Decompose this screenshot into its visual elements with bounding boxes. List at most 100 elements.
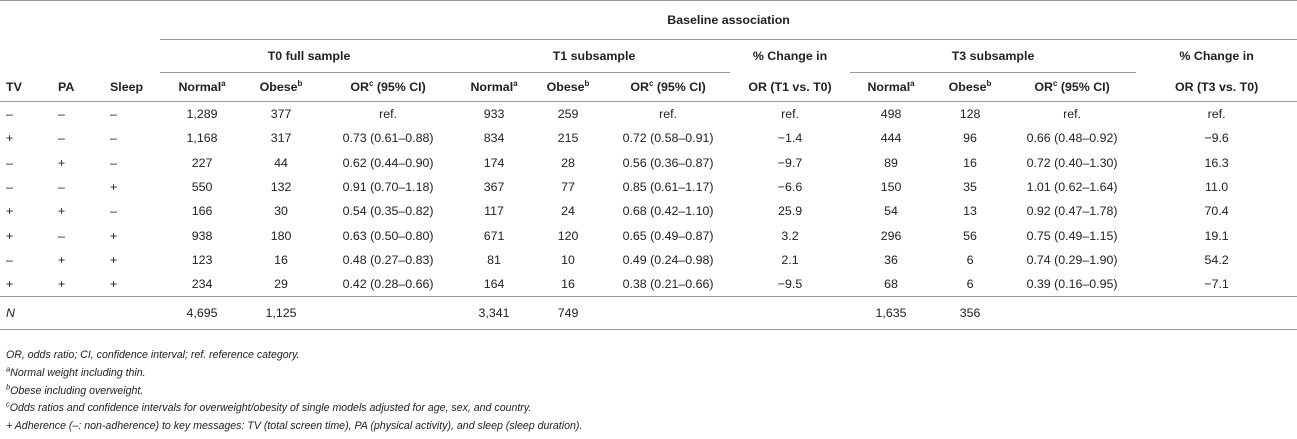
cell-t0-or: 0.42 (0.28–0.66): [342, 277, 434, 292]
cell-sleep: –: [110, 155, 117, 170]
cell-t3-normal: 68: [884, 277, 898, 292]
cell-t1-normal: 933: [483, 107, 505, 122]
cell-t0-obese: 30: [274, 204, 288, 219]
cell-t3-normal: 36: [884, 252, 898, 267]
group-pc3: % Change in: [1179, 49, 1254, 64]
table-body: – – – 1,289 377 ref. 933 259 ref. ref. 498 128 ref. r…: [0, 102, 1297, 331]
col-t0-or: ORc (95% CI): [318, 72, 459, 102]
totals-t0-obese: 1,125: [244, 296, 319, 331]
group-t1: T1 subsample: [458, 39, 731, 73]
table-row: + + +234 29 0.42 (0.28–0.66) 164 16 0.38 (0.21–…: [0, 272, 1297, 297]
cell-t1-obese: 259: [557, 107, 579, 122]
cell-t1-or: 0.85 (0.61–1.17): [622, 180, 714, 195]
col-tv: TV: [0, 72, 52, 102]
cell-t3-obese: 13: [963, 204, 977, 219]
cell-pc1: −6.6: [777, 180, 803, 195]
cell-tv: +: [6, 277, 14, 292]
cell-sleep: –: [110, 204, 117, 219]
cell-t0-or: 0.63 (0.50–0.80): [342, 228, 434, 243]
cell-sleep: +: [110, 180, 118, 195]
cell-t1-or: 0.65 (0.49–0.87): [622, 228, 714, 243]
table-row: + – +938 180 0.63 (0.50–0.80) 671 120 0.65 (0.4…: [0, 223, 1297, 247]
cell-pc3: ref.: [1207, 107, 1226, 122]
cell-t0-normal: 234: [191, 277, 213, 292]
cell-t0-obese: 317: [270, 131, 292, 146]
cell-t0-obese: 44: [274, 155, 288, 170]
cell-t0-or: 0.73 (0.61–0.88): [342, 131, 434, 146]
cell-tv: –: [6, 252, 13, 267]
cell-t1-obese: 28: [561, 155, 575, 170]
totals-empty: [1136, 296, 1297, 331]
cell-t1-or: 0.72 (0.58–0.91): [622, 131, 714, 146]
col-pc3: OR (T3 vs. T0): [1136, 72, 1297, 102]
cell-t1-normal: 174: [483, 155, 505, 170]
cell-pc3: 11.0: [1205, 180, 1229, 195]
cell-pc3: 54.2: [1204, 252, 1229, 267]
table-row: – – – 1,289 377 ref. 933 259 ref. ref. 498 128 ref. r…: [0, 102, 1297, 127]
cell-t3-normal: 54: [884, 204, 898, 219]
cell-t3-obese: 16: [963, 155, 977, 170]
cell-tv: –: [6, 180, 13, 195]
totals-empty: [1008, 296, 1137, 331]
cell-t1-obese: 16: [561, 277, 575, 292]
cell-t3-obese: 56: [963, 228, 977, 243]
col-t3-or: ORc (95% CI): [1008, 72, 1137, 102]
col-t3-obese: Obeseb: [932, 72, 1009, 102]
cell-sleep: +: [110, 228, 118, 243]
cell-t1-or: 0.38 (0.21–0.66): [622, 277, 714, 292]
cell-sleep: +: [110, 277, 118, 292]
cell-t3-obese: 6: [966, 252, 974, 267]
totals-empty: [606, 296, 731, 331]
cell-t1-or: ref.: [659, 107, 677, 122]
cell-t1-normal: 164: [483, 277, 505, 292]
cell-pc3: −9.6: [1204, 131, 1229, 146]
col-pc1: OR (T1 vs. T0): [730, 72, 851, 102]
cell-t3-normal: 89: [884, 155, 898, 170]
cell-pc1: −9.5: [777, 277, 803, 292]
col-t0-normal: Normala: [160, 72, 245, 102]
cell-t3-or: 0.74 (0.29–1.90): [1026, 252, 1118, 267]
col-t1-obese: Obeseb: [530, 72, 607, 102]
cell-tv: +: [6, 228, 14, 243]
cell-t1-or: 0.49 (0.24–0.98): [622, 252, 714, 267]
footnote-legend: + Adherence (–: non-adherence) to key me…: [6, 420, 583, 433]
cell-pa: +: [58, 277, 66, 292]
cell-t3-obese: 6: [966, 277, 974, 292]
footnote-abbreviations: OR, odds ratio; CI, confidence interval;…: [6, 349, 300, 361]
cell-t0-normal: 123: [191, 252, 213, 267]
cell-t1-or: 0.56 (0.36–0.87): [622, 155, 714, 170]
table-row: – + +123 16 0.48 (0.27–0.83) 81 10 0.49 (0.24–0…: [0, 248, 1297, 272]
cell-t3-or: 0.66 (0.48–0.92): [1026, 131, 1118, 146]
cell-t0-or: ref.: [379, 107, 397, 122]
cell-pc1: 25.9: [777, 204, 803, 219]
cell-sleep: +: [110, 252, 118, 267]
cell-t1-obese: 120: [557, 228, 579, 243]
col-t0-obese: Obeseb: [244, 72, 319, 102]
header-spacer-2: [0, 40, 160, 73]
cell-t0-obese: 132: [270, 180, 292, 195]
cell-t0-or: 0.48 (0.27–0.83): [342, 252, 434, 267]
cell-pa: +: [58, 155, 66, 170]
cell-sleep: –: [110, 131, 117, 146]
cell-pc1: −9.7: [777, 155, 803, 170]
cell-t0-normal: 166: [191, 204, 213, 219]
cell-pc3: 70.4: [1204, 204, 1229, 219]
cell-t0-normal: 550: [191, 180, 213, 195]
cell-t1-or: 0.68 (0.42–1.10): [622, 204, 714, 219]
cell-t0-normal: 1,289: [186, 107, 218, 122]
cell-pc1: −1.4: [777, 131, 803, 146]
cell-t0-normal: 1,168: [186, 131, 218, 146]
cell-t1-obese: 10: [561, 252, 575, 267]
cell-pa: +: [58, 204, 66, 219]
super-header: Baseline association: [160, 0, 1297, 40]
cell-t3-obese: 128: [959, 107, 981, 122]
totals-empty: [318, 296, 459, 331]
cell-t3-normal: 150: [880, 180, 902, 195]
table-row: – + – 227 44 0.62 (0.44–0.90) 174 28 0.56 (0.36–…: [0, 151, 1297, 175]
cell-t1-normal: 81: [487, 252, 501, 267]
cell-t0-obese: 377: [270, 107, 292, 122]
totals-t3-normal: 1,635: [850, 296, 933, 331]
cell-t0-obese: 180: [270, 228, 292, 243]
cell-tv: –: [6, 155, 13, 170]
col-sleep: Sleep: [104, 72, 161, 102]
